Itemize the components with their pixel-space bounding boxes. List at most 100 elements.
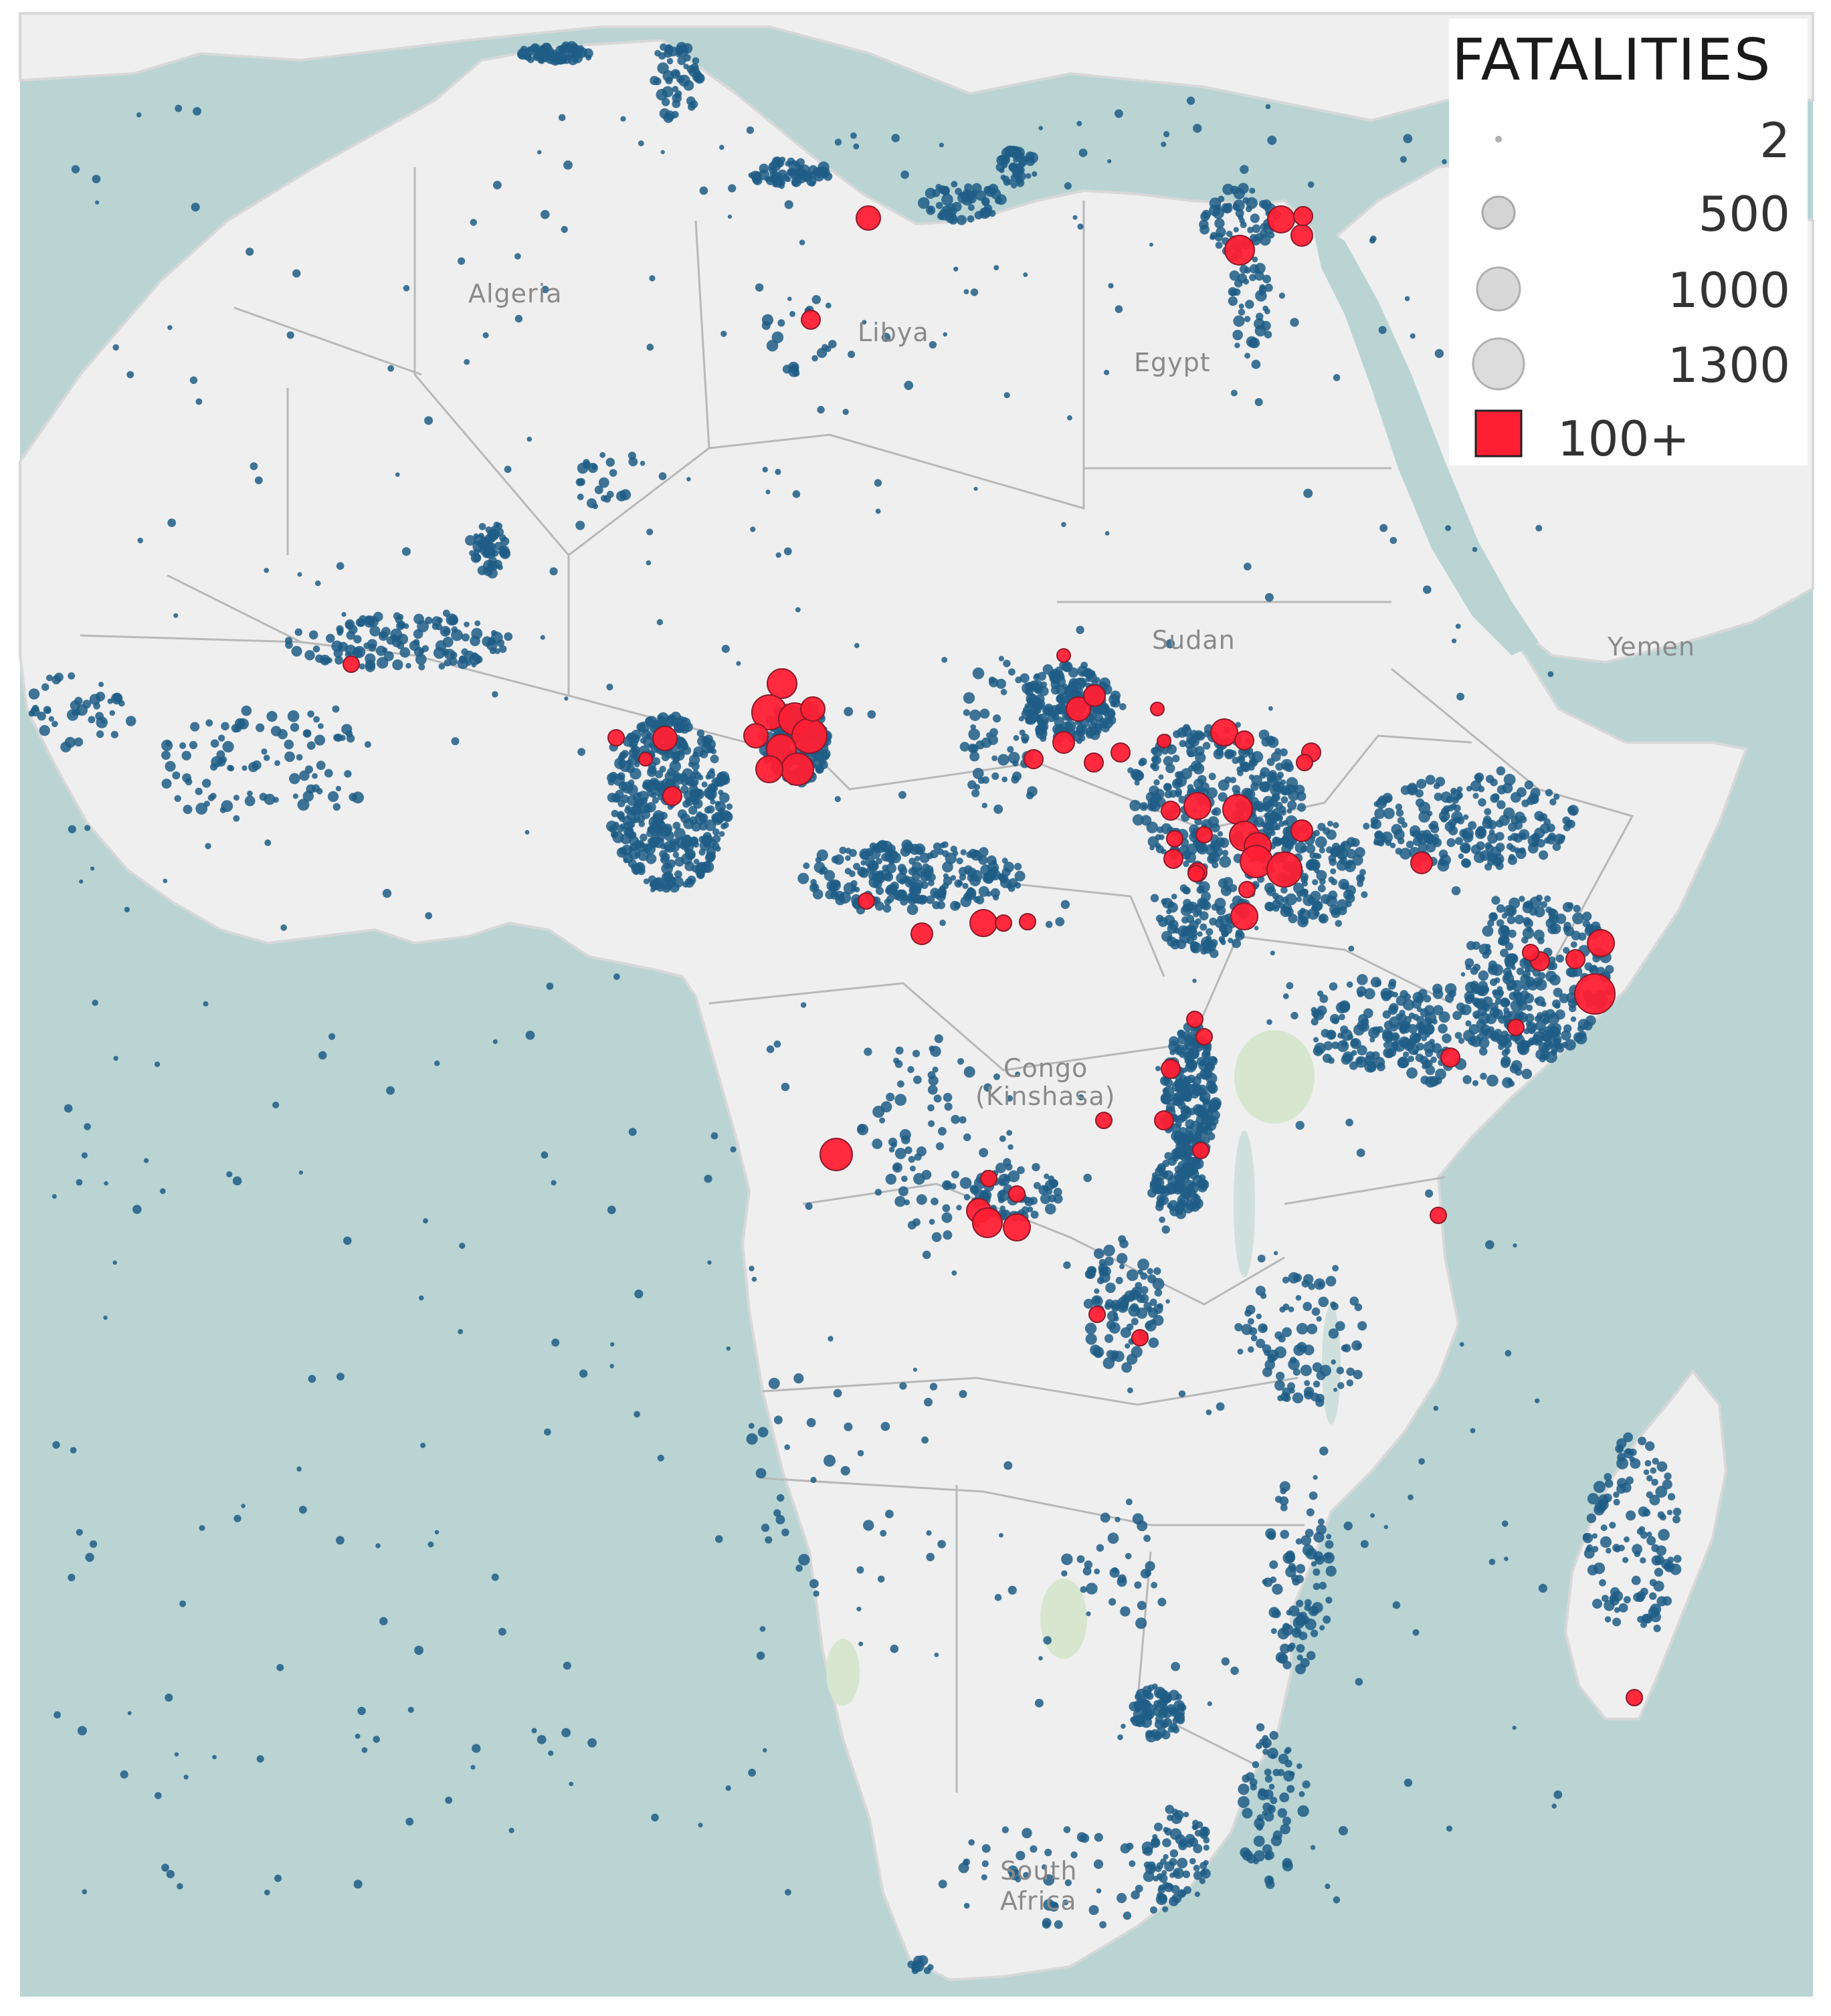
event-dot bbox=[413, 639, 420, 645]
event-dot bbox=[680, 778, 688, 786]
event-dot bbox=[951, 1270, 957, 1276]
red-sea bbox=[1311, 221, 1539, 656]
event-dot bbox=[1280, 1488, 1286, 1494]
event-dot bbox=[1211, 809, 1218, 815]
event-dot bbox=[646, 560, 652, 566]
event-dot bbox=[1104, 1334, 1114, 1343]
event-dot bbox=[926, 895, 935, 904]
event-dot bbox=[1472, 997, 1480, 1006]
event-dot bbox=[975, 895, 985, 905]
event-dot bbox=[346, 631, 355, 640]
event-dot bbox=[1562, 902, 1573, 912]
event-dot bbox=[254, 476, 263, 484]
event-dot bbox=[1206, 928, 1214, 936]
event-dot bbox=[1640, 1621, 1647, 1628]
event-dot bbox=[316, 788, 323, 795]
event-dot bbox=[1599, 1579, 1606, 1587]
event-dot bbox=[107, 698, 113, 704]
event-dot bbox=[1151, 1704, 1159, 1711]
event-dot bbox=[233, 795, 239, 801]
event-dot bbox=[390, 633, 397, 641]
event-dot bbox=[1535, 524, 1543, 532]
event-dot bbox=[942, 861, 953, 873]
event-dot bbox=[693, 858, 700, 865]
high-fatality-event-dot bbox=[1095, 1112, 1113, 1129]
event-dot bbox=[219, 807, 227, 813]
event-dot bbox=[993, 265, 999, 271]
event-dot bbox=[928, 1120, 935, 1127]
high-fatality-event-dot bbox=[1430, 1207, 1447, 1224]
event-dot bbox=[1152, 1834, 1158, 1840]
event-dot bbox=[1262, 274, 1271, 284]
event-dot bbox=[1159, 834, 1165, 840]
event-dot bbox=[470, 219, 477, 226]
event-dot bbox=[1158, 1884, 1165, 1891]
event-dot bbox=[1141, 804, 1147, 809]
legend-label: 1000 bbox=[1667, 262, 1790, 318]
event-dot bbox=[1460, 1004, 1472, 1015]
event-dot bbox=[217, 734, 225, 742]
event-dot bbox=[1495, 819, 1504, 828]
event-dot bbox=[750, 171, 761, 181]
event-dot bbox=[1152, 755, 1161, 765]
event-dot bbox=[728, 184, 737, 193]
event-dot bbox=[1115, 1516, 1121, 1522]
event-dot bbox=[1655, 1486, 1668, 1498]
event-dot bbox=[1279, 748, 1288, 757]
event-dot bbox=[1445, 525, 1451, 532]
event-dot bbox=[1044, 1848, 1052, 1857]
event-dot bbox=[748, 1423, 755, 1429]
event-dot bbox=[1132, 814, 1144, 826]
event-dot bbox=[79, 879, 84, 884]
event-dot bbox=[718, 807, 725, 814]
event-dot bbox=[1554, 833, 1565, 845]
event-dot bbox=[1312, 879, 1319, 886]
event-dot bbox=[132, 1205, 142, 1214]
event-dot bbox=[1527, 926, 1533, 933]
event-dot bbox=[1623, 1448, 1634, 1459]
event-dot bbox=[1149, 1179, 1159, 1188]
event-dot bbox=[674, 870, 682, 878]
event-dot bbox=[488, 561, 498, 571]
event-dot bbox=[497, 565, 503, 571]
event-dot bbox=[710, 754, 719, 764]
event-dot bbox=[1192, 1819, 1199, 1827]
event-dot bbox=[1175, 1047, 1184, 1055]
high-fatality-event-dot bbox=[800, 696, 826, 722]
event-dot bbox=[606, 820, 617, 832]
event-dot bbox=[263, 754, 270, 761]
event-dot bbox=[1545, 789, 1553, 797]
event-dot bbox=[1496, 919, 1505, 927]
high-fatality-event-dot bbox=[1224, 235, 1255, 266]
event-dot bbox=[1201, 936, 1212, 948]
event-dot bbox=[1228, 938, 1234, 944]
event-dot bbox=[296, 1466, 302, 1472]
event-dot bbox=[1338, 1826, 1348, 1835]
event-dot bbox=[1468, 821, 1477, 830]
event-dot bbox=[524, 829, 530, 835]
event-dot bbox=[779, 157, 786, 163]
event-dot bbox=[1127, 1387, 1133, 1394]
event-dot bbox=[1425, 775, 1436, 785]
legend-item-1000: 1000 bbox=[1456, 257, 1804, 324]
event-dot bbox=[1331, 878, 1338, 886]
event-dot bbox=[95, 712, 104, 720]
event-dot bbox=[1317, 1281, 1325, 1288]
event-dot bbox=[1220, 938, 1225, 944]
event-dot bbox=[704, 853, 715, 863]
event-dot bbox=[1143, 1703, 1151, 1711]
event-dot bbox=[1531, 1024, 1536, 1029]
event-dot bbox=[1511, 965, 1516, 971]
event-dot bbox=[312, 645, 320, 653]
event-dot bbox=[1207, 1701, 1212, 1706]
event-dot bbox=[638, 791, 649, 802]
event-dot bbox=[1006, 1095, 1013, 1102]
event-dot bbox=[543, 43, 551, 52]
event-dot bbox=[318, 1051, 327, 1060]
event-dot bbox=[299, 1506, 307, 1514]
event-dot bbox=[1262, 822, 1275, 835]
event-dot bbox=[1085, 670, 1095, 680]
event-dot bbox=[611, 833, 617, 839]
event-dot bbox=[1346, 981, 1353, 988]
event-dot bbox=[1040, 1193, 1051, 1205]
